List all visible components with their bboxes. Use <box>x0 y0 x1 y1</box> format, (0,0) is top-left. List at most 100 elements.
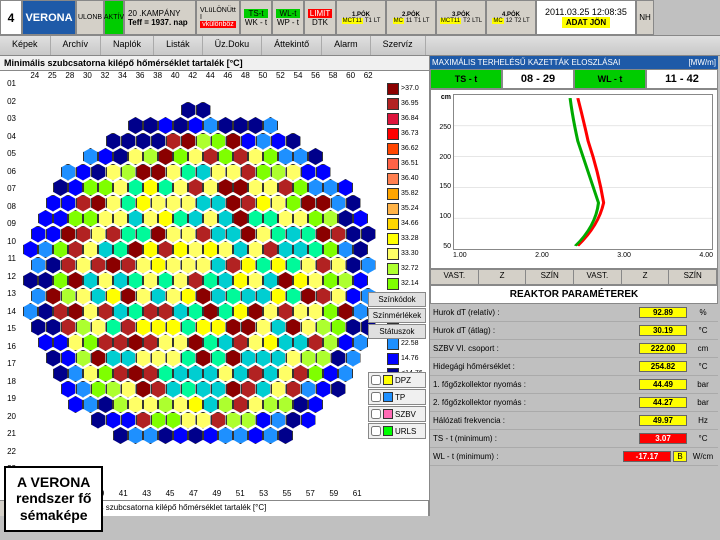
chart-ctrl[interactable]: Z <box>479 270 527 284</box>
hex-cell[interactable] <box>233 272 248 289</box>
hex-cell[interactable] <box>263 210 278 227</box>
hex-cell[interactable] <box>136 381 151 398</box>
hex-cell[interactable] <box>218 334 233 351</box>
hex-cell[interactable] <box>271 350 286 367</box>
hex-cell[interactable] <box>113 396 128 413</box>
hex-cell[interactable] <box>338 179 353 196</box>
hex-cell[interactable] <box>113 148 128 165</box>
hex-cell[interactable] <box>188 148 203 165</box>
hex-cell[interactable] <box>68 210 83 227</box>
hex-cell[interactable] <box>173 427 188 444</box>
ts-chart-label[interactable]: TS - t <box>430 69 502 89</box>
hex-cell[interactable] <box>181 412 196 429</box>
hex-cell[interactable] <box>256 288 271 305</box>
hex-cell[interactable] <box>23 241 38 258</box>
hex-cell[interactable] <box>173 117 188 134</box>
hex-cell[interactable] <box>151 257 166 274</box>
hex-cell[interactable] <box>166 288 181 305</box>
hex-cell[interactable] <box>278 241 293 258</box>
hex-cell[interactable] <box>226 164 241 181</box>
hex-cell[interactable] <box>196 412 211 429</box>
hex-cell[interactable] <box>233 241 248 258</box>
hex-cell[interactable] <box>83 179 98 196</box>
hex-cell[interactable] <box>316 257 331 274</box>
hex-cell[interactable] <box>331 319 346 336</box>
hex-cell[interactable] <box>286 133 301 150</box>
hex-cell[interactable] <box>331 226 346 243</box>
hex-cell[interactable] <box>188 210 203 227</box>
hex-cell[interactable] <box>241 350 256 367</box>
hex-cell[interactable] <box>248 365 263 382</box>
hex-cell[interactable] <box>76 350 91 367</box>
hex-cell[interactable] <box>158 396 173 413</box>
hex-cell[interactable] <box>61 288 76 305</box>
hex-cell[interactable] <box>173 179 188 196</box>
hex-cell[interactable] <box>211 133 226 150</box>
hex-cell[interactable] <box>293 334 308 351</box>
hex-cell[interactable] <box>211 164 226 181</box>
hex-cell[interactable] <box>346 226 361 243</box>
hex-cell[interactable] <box>323 365 338 382</box>
hex-cell[interactable] <box>76 195 91 212</box>
hex-cell[interactable] <box>248 179 263 196</box>
hex-cell[interactable] <box>233 210 248 227</box>
hex-cell[interactable] <box>166 133 181 150</box>
chart-ctrl[interactable]: SZÍN <box>526 270 574 284</box>
hex-cell[interactable] <box>286 381 301 398</box>
hex-cell[interactable] <box>353 241 368 258</box>
hex-cell[interactable] <box>353 303 368 320</box>
hex-cell[interactable] <box>248 427 263 444</box>
hex-cell[interactable] <box>181 381 196 398</box>
hex-cell[interactable] <box>286 288 301 305</box>
hex-cell[interactable] <box>293 365 308 382</box>
hex-cell[interactable] <box>218 117 233 134</box>
hex-cell[interactable] <box>331 195 346 212</box>
hex-cell[interactable] <box>211 257 226 274</box>
hex-cell[interactable] <box>173 365 188 382</box>
hex-cell[interactable] <box>158 272 173 289</box>
hex-cell[interactable] <box>271 133 286 150</box>
hex-cell[interactable] <box>46 350 61 367</box>
hex-cell[interactable] <box>316 195 331 212</box>
hex-cell[interactable] <box>278 148 293 165</box>
hex-cell[interactable] <box>136 257 151 274</box>
hex-cell[interactable] <box>203 303 218 320</box>
hex-cell[interactable] <box>46 226 61 243</box>
hex-cell[interactable] <box>91 226 106 243</box>
hex-cell[interactable] <box>166 195 181 212</box>
hex-cell[interactable] <box>158 179 173 196</box>
hex-cell[interactable] <box>106 319 121 336</box>
hex-cell[interactable] <box>353 272 368 289</box>
hex-cell[interactable] <box>293 241 308 258</box>
hex-cell[interactable] <box>68 396 83 413</box>
hex-cell[interactable] <box>271 319 286 336</box>
hex-cell[interactable] <box>196 164 211 181</box>
hex-cell[interactable] <box>241 319 256 336</box>
hex-cell[interactable] <box>301 164 316 181</box>
hex-cell[interactable] <box>278 334 293 351</box>
hex-cell[interactable] <box>61 195 76 212</box>
hex-cell[interactable] <box>346 288 361 305</box>
hex-cell[interactable] <box>308 179 323 196</box>
hex-cell[interactable] <box>188 303 203 320</box>
dtk-cell[interactable]: DTK <box>312 18 328 27</box>
hex-cell[interactable] <box>83 396 98 413</box>
hex-cell[interactable] <box>211 195 226 212</box>
hex-cell[interactable] <box>181 133 196 150</box>
hex-cell[interactable] <box>166 164 181 181</box>
hex-cell[interactable] <box>301 319 316 336</box>
hex-cell[interactable] <box>301 257 316 274</box>
hex-cell[interactable] <box>121 412 136 429</box>
hex-cell[interactable] <box>323 179 338 196</box>
hex-cell[interactable] <box>151 226 166 243</box>
wl-t[interactable]: WL-t <box>276 9 300 18</box>
hex-cell[interactable] <box>188 241 203 258</box>
zone-value[interactable]: Minimális szubcsatorna kilépő hőmérsékle… <box>66 501 429 516</box>
hex-cell[interactable] <box>181 257 196 274</box>
hex-cell[interactable] <box>211 350 226 367</box>
hex-cell[interactable] <box>113 303 128 320</box>
hex-cell[interactable] <box>23 303 38 320</box>
hex-cell[interactable] <box>203 396 218 413</box>
hex-cell[interactable] <box>278 272 293 289</box>
hex-cell[interactable] <box>301 412 316 429</box>
